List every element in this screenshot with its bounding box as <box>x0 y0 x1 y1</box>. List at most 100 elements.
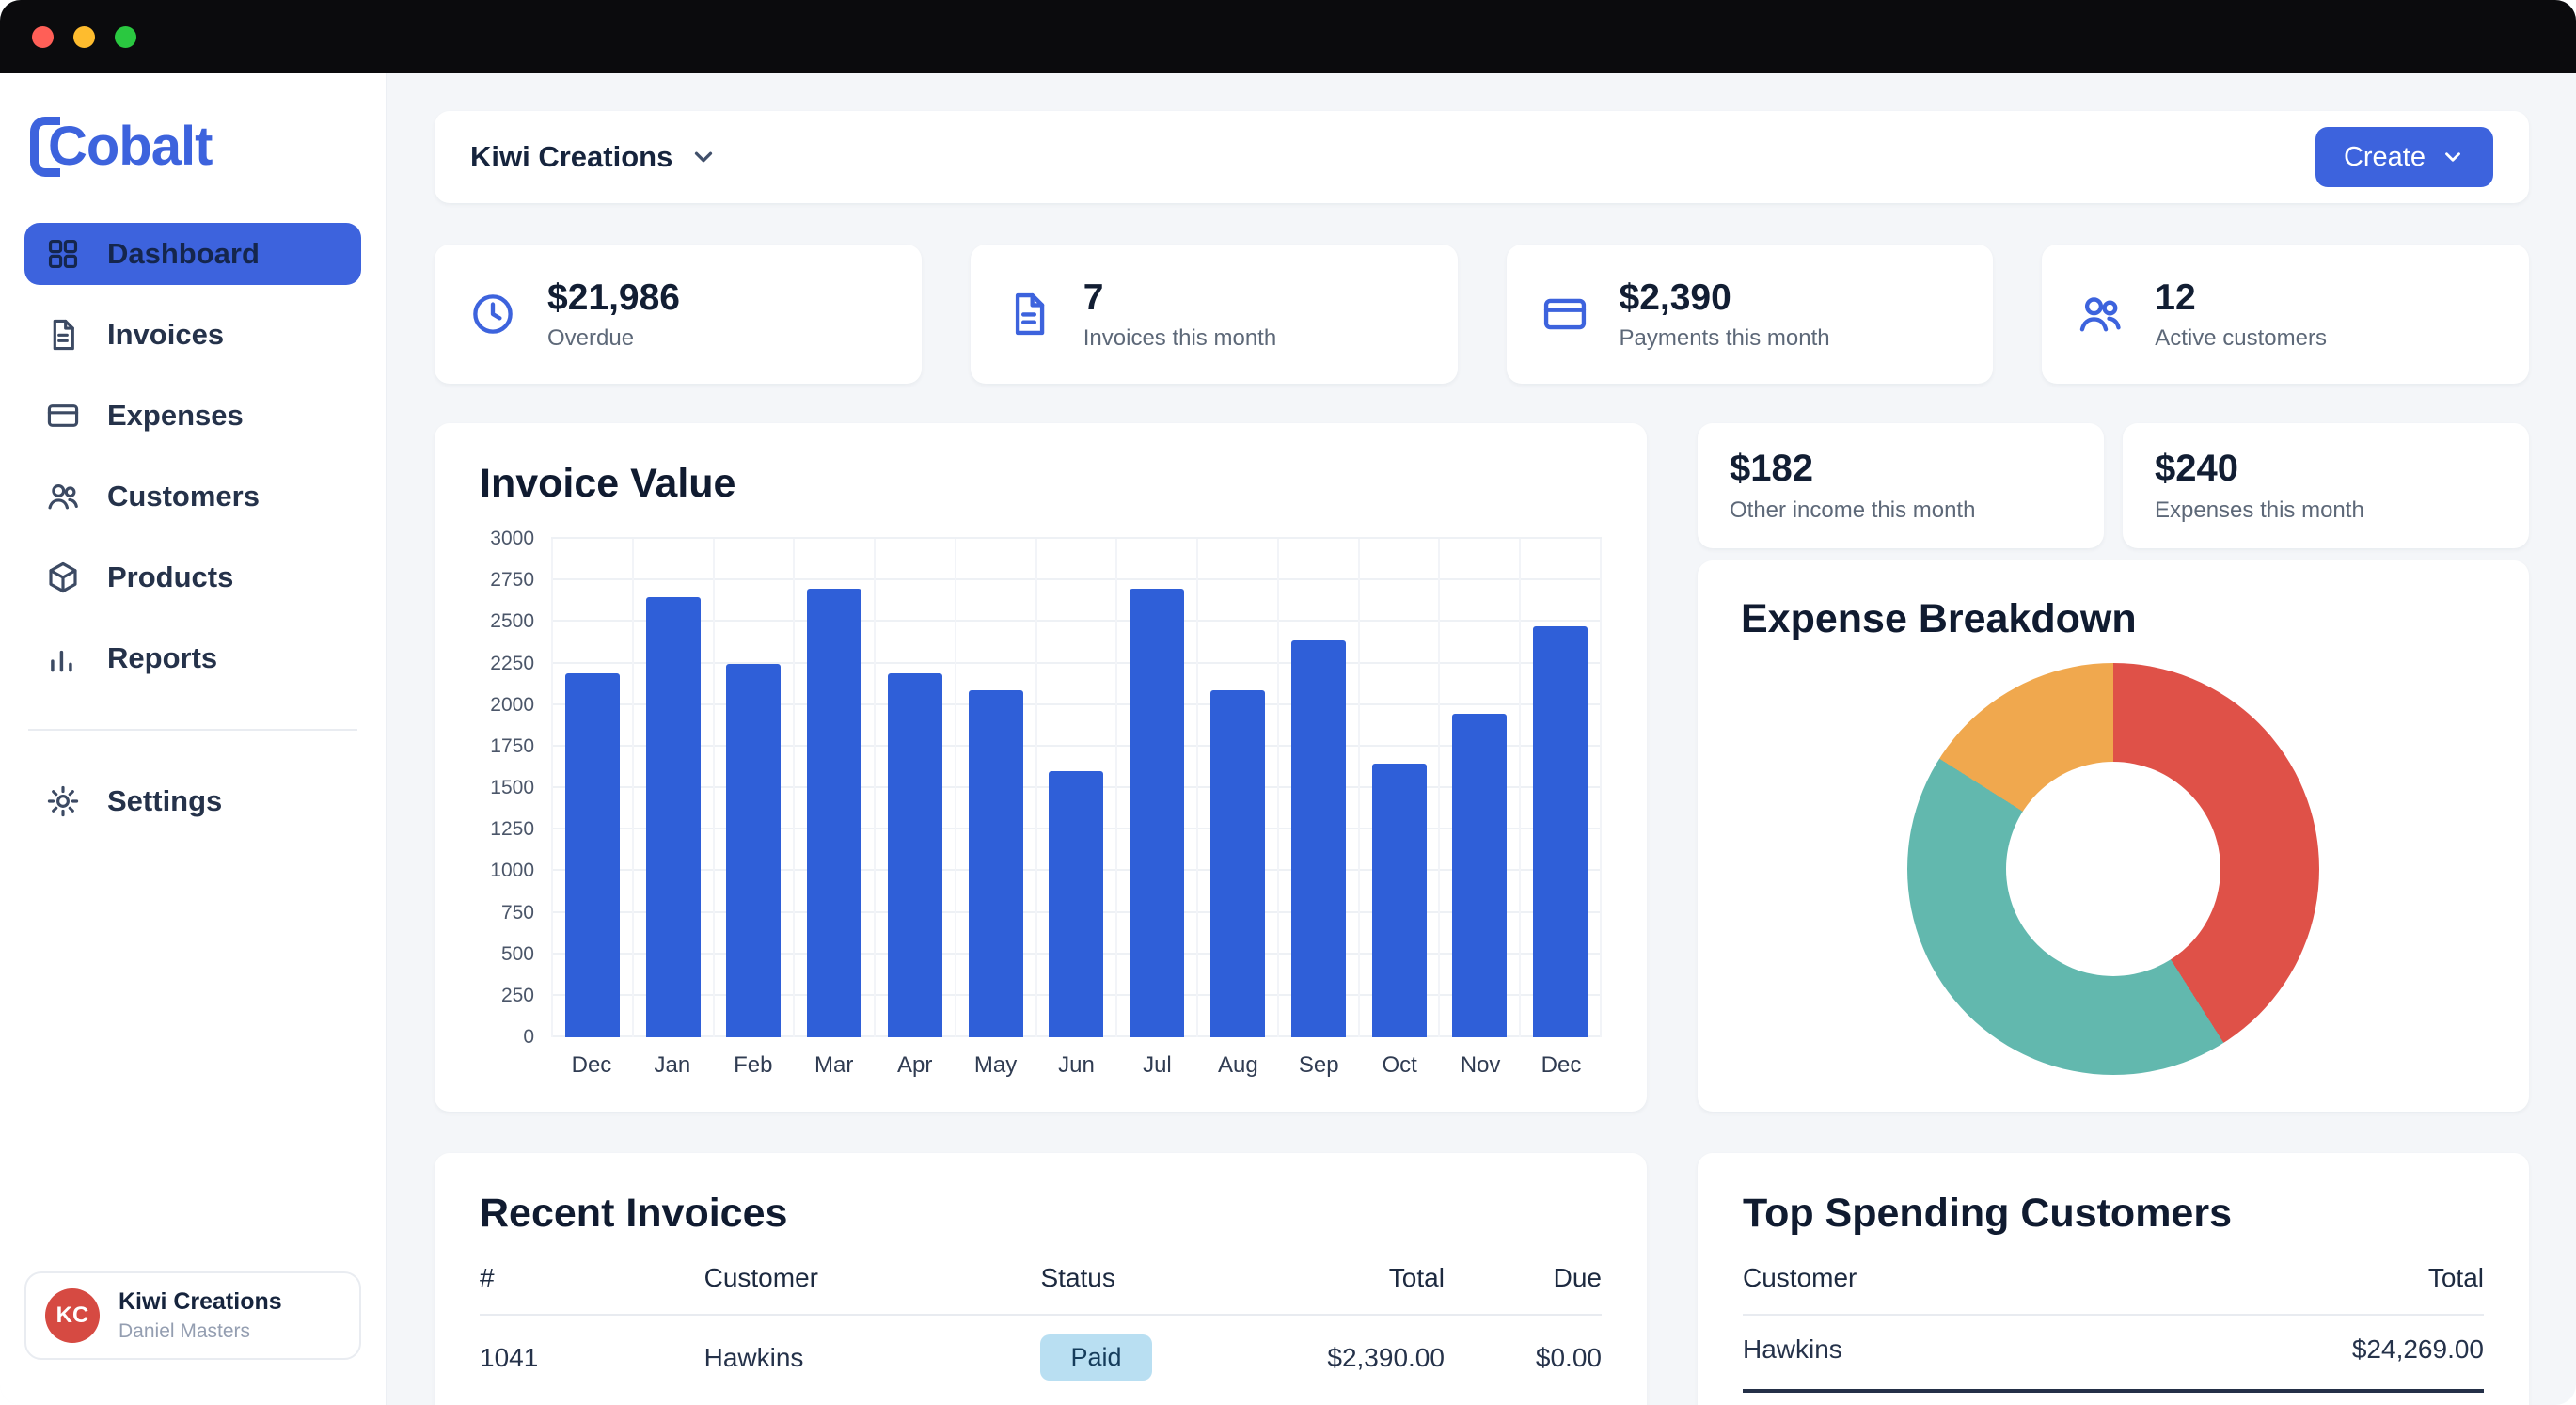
yaxis-tick: 1500 <box>490 777 534 798</box>
gear-icon <box>45 783 81 819</box>
stat-value: 12 <box>2155 276 2196 318</box>
sidebar-item-products[interactable]: Products <box>24 546 361 608</box>
sidebar-item-dashboard[interactable]: Dashboard <box>24 223 361 285</box>
user-name: Daniel Masters <box>119 1320 251 1342</box>
bar-cell <box>1035 539 1116 1037</box>
sidebar-item-label: Expenses <box>107 399 244 432</box>
invoice-total: $2,390.00 <box>1327 1342 1445 1372</box>
invoice-bar-2-feb <box>726 663 782 1037</box>
people-icon <box>2076 290 2125 339</box>
column-header-total: Total <box>2427 1263 2484 1292</box>
create-button[interactable]: Create <box>2315 127 2493 187</box>
yaxis-tick: 1000 <box>490 860 534 882</box>
stat-card-overdue: $21,986 Overdue <box>435 245 922 384</box>
sidebar-item-label: Reports <box>107 641 218 674</box>
invoice-bar-7-jul <box>1130 589 1185 1037</box>
yaxis-tick: 2000 <box>490 693 534 716</box>
user-company: Kiwi Creations <box>119 1288 282 1315</box>
row-divider <box>1743 1389 2484 1393</box>
column-header-total: Total <box>1388 1263 1445 1292</box>
credit-card-icon <box>1541 290 1589 339</box>
mini-stat-value: $182 <box>1730 448 1813 489</box>
invoice-value-card: Invoice Value 0 250 500 750 1000 1250 1500 1750… <box>435 423 1647 1112</box>
xaxis-label: Jun <box>1058 1052 1095 1078</box>
page-header: Kiwi Creations Create <box>435 111 2529 203</box>
grid-icon <box>45 236 81 272</box>
bar-cell <box>1115 539 1196 1037</box>
recent-invoices-table: # Customer Status Total Due 1041 Hawkins… <box>480 1263 1602 1405</box>
stat-card-customers: 12 Active customers <box>2042 245 2529 384</box>
column-header-customer: Customer <box>703 1263 818 1292</box>
stat-card-payments: $2,390 Payments this month <box>1506 245 1994 384</box>
minimize-window-button[interactable] <box>73 25 95 48</box>
invoice-chart-xaxis: Dec Jan Feb Mar Apr May Jun Jul Aug Sep Oct Nov Dec <box>551 1052 1602 1079</box>
yaxis-tick: 2500 <box>490 610 534 633</box>
invoice-chart-plot <box>551 537 1602 1037</box>
expense-breakdown-card: Expense Breakdown <box>1698 560 2529 1112</box>
column-header-customer: Customer <box>1743 1263 1857 1292</box>
stat-value: 7 <box>1083 276 1104 318</box>
xaxis-label: Feb <box>734 1052 773 1078</box>
stat-label: Payments this month <box>1619 324 1830 351</box>
sidebar-item-invoices[interactable]: Invoices <box>24 304 361 366</box>
invoice-bar-11-nov <box>1452 713 1508 1037</box>
xaxis-label: Sep <box>1298 1052 1339 1078</box>
stat-card-invoices: 7 Invoices this month <box>970 245 1458 384</box>
bar-cell <box>1357 539 1439 1037</box>
yaxis-tick: 1250 <box>490 818 534 841</box>
mini-stat-label: Expenses this month <box>2155 497 2364 523</box>
clock-icon <box>468 290 517 339</box>
sidebar-divider <box>28 729 357 731</box>
invoice-bar-5-may <box>968 689 1023 1037</box>
gridline <box>551 578 1602 581</box>
sidebar-item-expenses[interactable]: Expenses <box>24 385 361 447</box>
zoom-window-button[interactable] <box>115 25 136 48</box>
invoice-row-1041[interactable]: 1041 Hawkins Paid $2,390.00 $0.00 <box>480 1316 1602 1396</box>
invoice-document-icon <box>45 317 81 353</box>
sidebar-item-reports[interactable]: Reports <box>24 627 361 689</box>
company-selector[interactable]: Kiwi Creations <box>470 140 718 174</box>
bar-cell <box>1196 539 1277 1037</box>
user-account-card[interactable]: KC Kiwi Creations Daniel Masters <box>24 1271 361 1360</box>
credit-card-icon <box>45 398 81 434</box>
xaxis-label: Oct <box>1382 1052 1417 1078</box>
main-content[interactable]: Kiwi Creations Create <box>387 73 2576 1405</box>
sidebar-item-customers[interactable]: Customers <box>24 466 361 528</box>
cobalt-logo-icon <box>30 116 60 177</box>
mini-stat-label: Other income this month <box>1730 497 1976 523</box>
customer-name: Hawkins <box>1743 1334 1842 1364</box>
yaxis-tick: 750 <box>500 901 534 924</box>
window-titlebar <box>0 0 2576 73</box>
bar-cell <box>1438 539 1519 1037</box>
chevron-down-icon <box>2441 145 2465 169</box>
expense-donut-hole <box>2006 762 2220 976</box>
recent-invoices-title: Recent Invoices <box>480 1191 788 1236</box>
bar-cell <box>1276 539 1358 1037</box>
invoice-bar-6-jun <box>1049 771 1104 1037</box>
bar-cell <box>874 539 955 1037</box>
close-window-button[interactable] <box>32 25 54 48</box>
sidebar-item-label: Invoices <box>107 318 225 351</box>
column-header-status: Status <box>1040 1263 1115 1292</box>
table-header-row: # Customer Status Total Due <box>480 1263 1602 1316</box>
status-badge: Paid <box>1040 1334 1152 1381</box>
invoice-value-title: Invoice Value <box>480 461 736 506</box>
stats-row: $21,986 Overdue 7 Invoices this month <box>435 245 2529 384</box>
bar-cell <box>793 539 874 1037</box>
sidebar-item-label: Settings <box>107 784 223 817</box>
stat-value: $21,986 <box>547 276 680 318</box>
sidebar: Cobalt Dashboard Invoices <box>0 73 387 1405</box>
customer-row-hawkins[interactable]: Hawkins $24,269.00 <box>1743 1316 2484 1380</box>
document-icon <box>1004 290 1053 339</box>
yaxis-tick: 2250 <box>490 652 534 674</box>
customer-total: $24,269.00 <box>2351 1334 2484 1364</box>
table-header-row: Customer Total <box>1743 1263 2484 1316</box>
yaxis-tick: 2750 <box>490 569 534 592</box>
xaxis-label: Apr <box>896 1052 933 1078</box>
yaxis-tick: 500 <box>500 942 534 965</box>
chevron-down-icon <box>689 143 718 171</box>
invoice-bar-3-mar <box>807 589 862 1037</box>
sidebar-item-settings[interactable]: Settings <box>24 770 361 832</box>
bar-chart-icon <box>45 640 81 676</box>
